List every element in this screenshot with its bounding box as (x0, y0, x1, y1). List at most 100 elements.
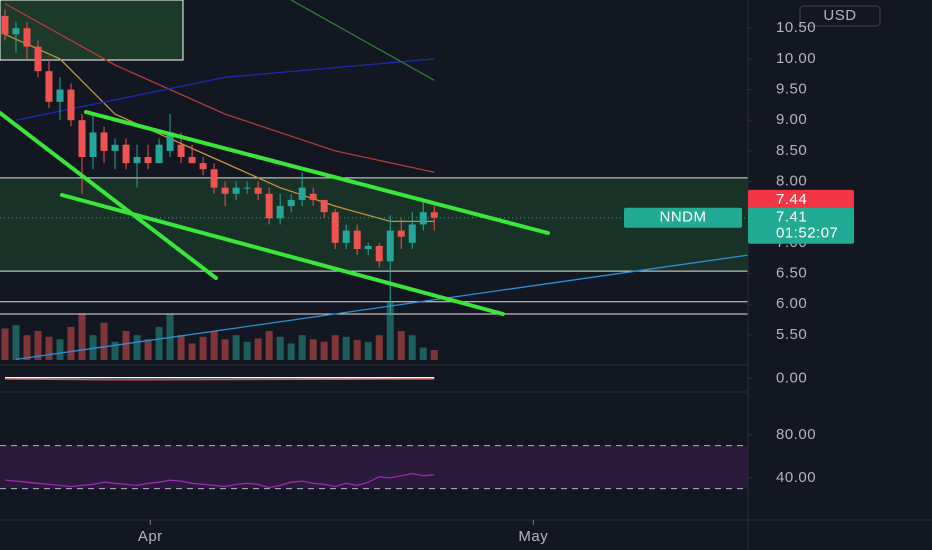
volume-bar (34, 331, 42, 360)
candle-body (287, 199, 295, 207)
candle-body (353, 230, 361, 249)
volume-bar (232, 335, 240, 360)
volume-bar (177, 335, 185, 360)
volume-bar (309, 339, 317, 360)
volume-bar (397, 331, 405, 360)
price-label: 7.44 (776, 191, 807, 208)
candle-body (56, 89, 64, 102)
candle-body (45, 71, 53, 102)
indicator-line (4, 378, 435, 381)
rsi-band (0, 445, 748, 489)
trend-line (84, 110, 550, 235)
drawn-box (0, 0, 184, 61)
ticker: NNDM (660, 209, 707, 226)
indicator-line (290, 0, 435, 81)
volume-bar (12, 325, 20, 360)
candle-body (78, 120, 86, 158)
volume-bar (375, 335, 383, 360)
candle-body (386, 230, 394, 262)
candle-body (155, 144, 163, 164)
candle-body (111, 144, 119, 151)
candle-body (265, 193, 273, 219)
indicator-line (4, 33, 435, 223)
candle-body (298, 187, 306, 200)
volume-bar (298, 335, 306, 360)
candle-body (166, 132, 174, 151)
volume-bar (243, 341, 251, 360)
volume-bar (89, 335, 97, 360)
y-tick-label: 8.50 (776, 142, 807, 159)
indicator-line (15, 254, 749, 361)
volume-bar (276, 336, 284, 360)
candle-body (419, 212, 427, 225)
volume-bar (1, 328, 9, 360)
currency: USD (823, 7, 856, 24)
candle-body (144, 157, 152, 164)
volume-bar (23, 335, 31, 360)
candle-body (188, 157, 196, 164)
candle-body (89, 132, 97, 158)
zone (0, 177, 748, 272)
volume-bar (430, 350, 438, 360)
y-tick-label: 5.50 (776, 326, 807, 343)
y-tick-label: 9.50 (776, 81, 807, 98)
candle-body (276, 206, 284, 219)
y-tick-label: 0.00 (776, 369, 807, 386)
volume-bar (287, 343, 295, 360)
candle-body (375, 245, 383, 262)
volume-bar (210, 331, 218, 360)
trend-lines (0, 110, 550, 316)
price-label-bg (748, 207, 854, 244)
volume-bar (100, 322, 108, 360)
y-tick-label: 6.00 (776, 295, 807, 312)
volume-bar (254, 338, 262, 360)
volume-bar (199, 336, 207, 360)
candle-body (100, 132, 108, 151)
volume-bar (419, 347, 427, 360)
candle-body (67, 89, 75, 121)
candle-body (221, 187, 229, 194)
volume-bar (78, 314, 86, 360)
x-tick-label: Apr (138, 528, 163, 545)
candle-body (177, 144, 185, 158)
price-label: 7.41 (776, 209, 807, 226)
candle-body (254, 187, 262, 194)
x-tick-label: May (518, 528, 548, 545)
volume-bar (408, 335, 416, 360)
candle-body (430, 212, 438, 218)
volume-bar (353, 340, 361, 360)
candle-body (122, 144, 130, 164)
volume-bar (342, 336, 350, 360)
volume-bar (221, 339, 229, 360)
candle-body (397, 230, 405, 237)
candle-body (408, 224, 416, 243)
ticker-badge (624, 207, 742, 228)
y-tick-label: 10.00 (776, 50, 816, 67)
trend-line (0, 111, 218, 280)
y-tick-label: 9.00 (776, 111, 807, 128)
volume-bar (331, 335, 339, 360)
currency-badge[interactable] (799, 5, 881, 27)
y-tick-label: 80.00 (776, 426, 816, 443)
y-tick-label: 10.50 (776, 19, 816, 36)
candle-body (342, 230, 350, 243)
candle-body (364, 245, 372, 249)
y-tick-label: 6.50 (776, 264, 807, 281)
countdown: 01:52:07 (776, 225, 838, 242)
volume-bar (320, 341, 328, 360)
candle-body (199, 163, 207, 170)
volume-bar (188, 343, 196, 360)
y-tick-label: 40.00 (776, 469, 816, 486)
candle-body (331, 212, 339, 243)
volume-bar (386, 302, 394, 360)
volume-bar (144, 339, 152, 360)
indicator-line (4, 3, 435, 173)
volume-bar (155, 326, 163, 360)
indicator-line (15, 58, 435, 121)
volume-bar (56, 339, 64, 360)
trend-line (60, 193, 505, 316)
candle-body (210, 169, 218, 188)
candle-body (309, 193, 317, 200)
volume-bar (45, 336, 53, 360)
